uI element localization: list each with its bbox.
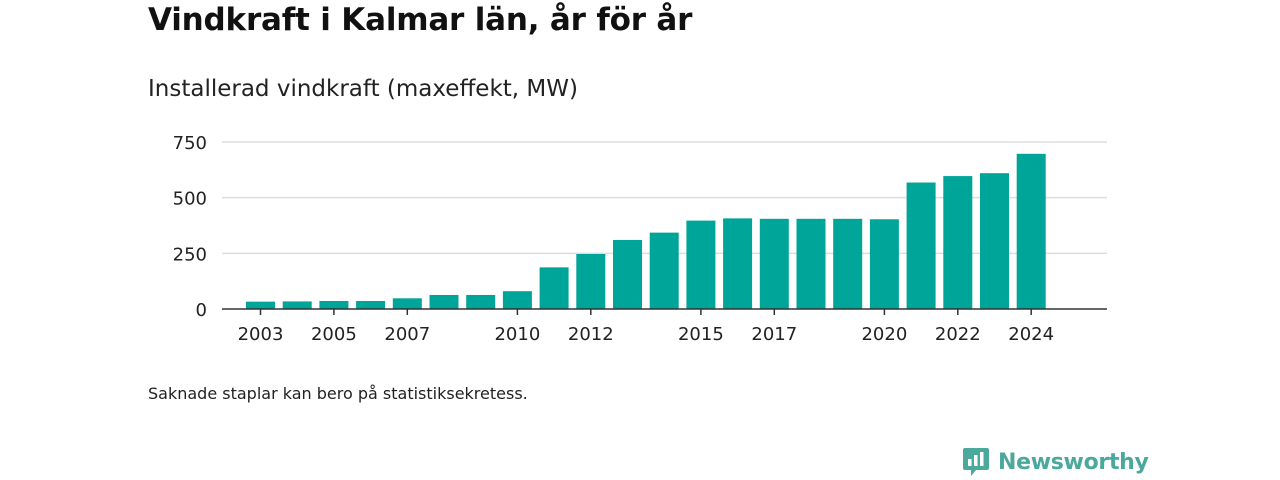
x-tick-label: 2024 <box>1008 324 1054 345</box>
x-tick-label: 2007 <box>384 324 430 345</box>
chart-title: Vindkraft i Kalmar län, år för år <box>148 2 693 38</box>
bar-2006 <box>356 300 386 309</box>
bar-2003 <box>246 301 275 309</box>
brand-name: Newsworthy <box>998 449 1149 475</box>
bar-2015 <box>686 220 716 309</box>
bar-2010 <box>502 291 532 309</box>
bar-2017 <box>759 218 789 309</box>
newsworthy-logo: Newsworthy <box>962 446 1149 478</box>
x-tick-label: 2020 <box>861 324 907 345</box>
x-tick-label: 2012 <box>568 324 614 345</box>
bar-2005 <box>319 300 349 309</box>
bar-2011 <box>539 267 569 309</box>
bar-2019 <box>833 218 863 309</box>
bar-2021 <box>906 182 936 309</box>
bar-2016 <box>723 218 753 309</box>
x-tick-label: 2017 <box>751 324 797 345</box>
bar-2020 <box>869 219 899 309</box>
bar-2007 <box>392 298 422 309</box>
x-tick-label: 2022 <box>935 324 981 345</box>
x-tick-label: 2015 <box>678 324 724 345</box>
footnote: Saknade staplar kan bero på statistiksek… <box>148 384 528 403</box>
bar-2012 <box>576 254 606 309</box>
bar-2024 <box>1016 153 1046 309</box>
bar-2014 <box>649 232 679 309</box>
x-tick-label: 2010 <box>494 324 540 345</box>
bar-2004 <box>282 301 312 309</box>
x-axis-ticks: 2003 2005 2007 2010 2012 2015 2017 2020 2022 2024 <box>238 309 1054 345</box>
bar-2008 <box>429 294 459 309</box>
chart-subtitle: Installerad vindkraft (maxeffekt, MW) <box>148 76 578 102</box>
bar-2022 <box>943 176 973 309</box>
bar-2023 <box>980 173 1009 309</box>
bar-2009 <box>466 294 496 309</box>
y-tick-label: 250 <box>173 244 207 265</box>
y-tick-label: 750 <box>173 133 207 154</box>
y-tick-label: 0 <box>196 300 207 321</box>
bars <box>246 153 1046 309</box>
x-tick-label: 2005 <box>311 324 357 345</box>
bar-2018 <box>796 218 826 309</box>
y-axis-ticks: 0 250 500 750 <box>173 133 207 321</box>
newsworthy-logo-icon <box>963 448 989 476</box>
x-tick-label: 2003 <box>238 324 284 345</box>
bar-2013 <box>613 239 642 309</box>
y-tick-label: 500 <box>173 189 207 210</box>
